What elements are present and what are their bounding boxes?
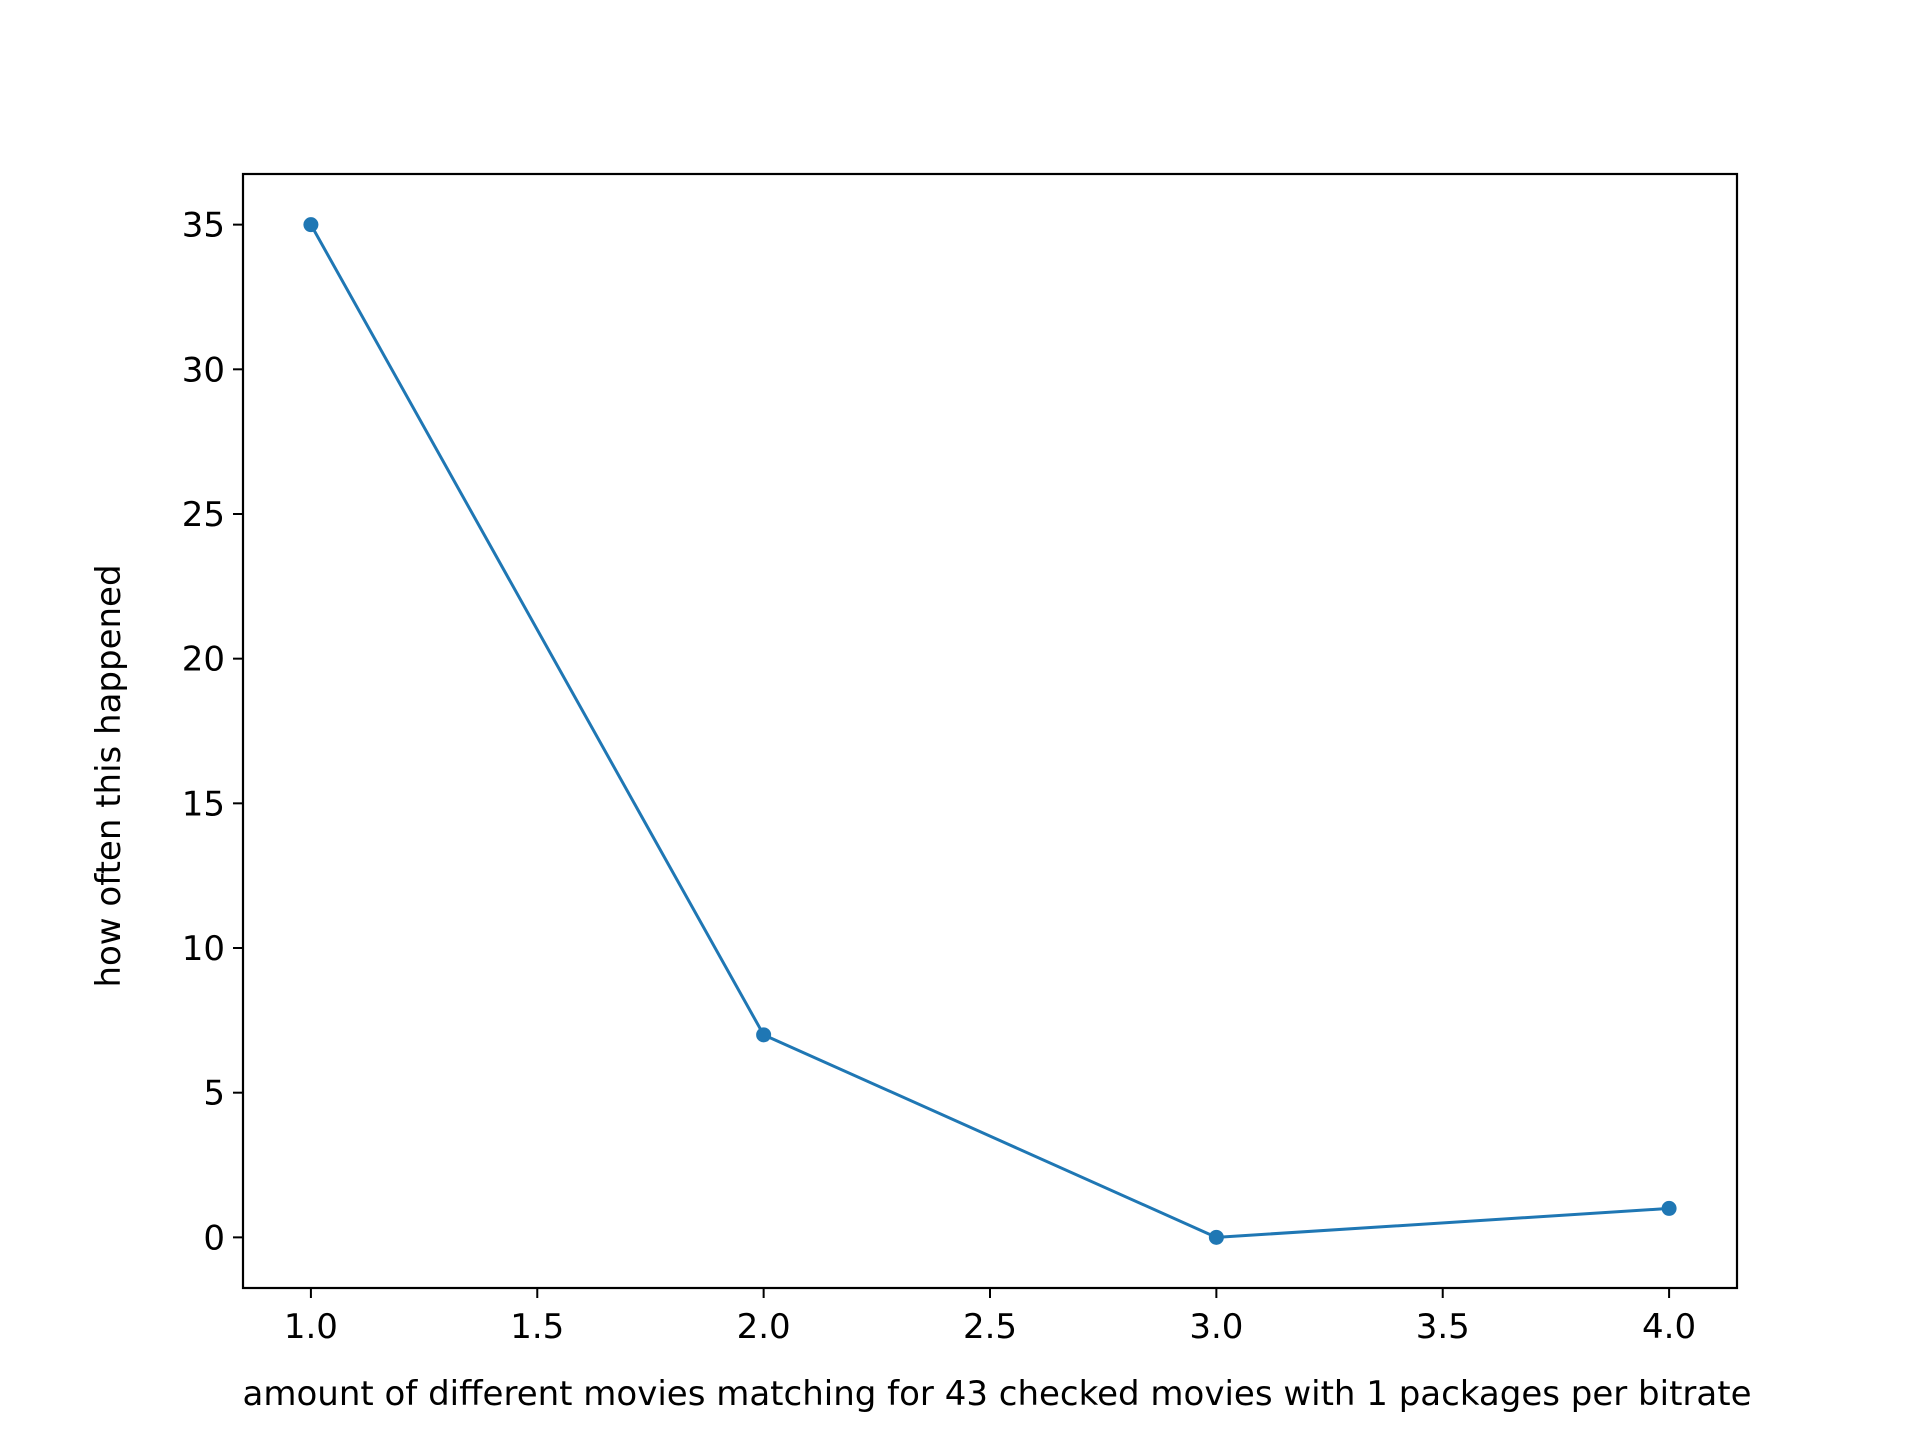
- data-point: [756, 1027, 772, 1043]
- x-tick-label: 2.0: [737, 1307, 791, 1347]
- data-point: [303, 217, 319, 233]
- y-tick-label: 15: [182, 784, 225, 824]
- x-tick-label: 1.5: [510, 1307, 564, 1347]
- x-tick-label: 1.0: [284, 1307, 338, 1347]
- series-line: [309, 223, 1670, 1239]
- y-tick-label: 10: [182, 929, 225, 969]
- x-tick-label: 4.0: [1642, 1307, 1696, 1347]
- x-axis-label: amount of different movies matching for …: [243, 1374, 1752, 1414]
- data-point: [1208, 1229, 1224, 1245]
- y-tick-label: 25: [182, 495, 225, 535]
- x-tick-label: 3.0: [1189, 1307, 1243, 1347]
- y-tick-label: 30: [182, 350, 225, 390]
- y-tick-label: 0: [203, 1218, 225, 1258]
- data-point: [1661, 1200, 1677, 1216]
- y-tick-label: 5: [203, 1074, 225, 1114]
- y-axis-label: how often this happened: [89, 564, 129, 987]
- y-tick-label: 20: [182, 640, 225, 680]
- plot-area-frame: [241, 172, 1739, 1290]
- x-tick-label: 3.5: [1416, 1307, 1470, 1347]
- x-tick-label: 2.5: [963, 1307, 1017, 1347]
- y-tick-label: 35: [182, 206, 225, 246]
